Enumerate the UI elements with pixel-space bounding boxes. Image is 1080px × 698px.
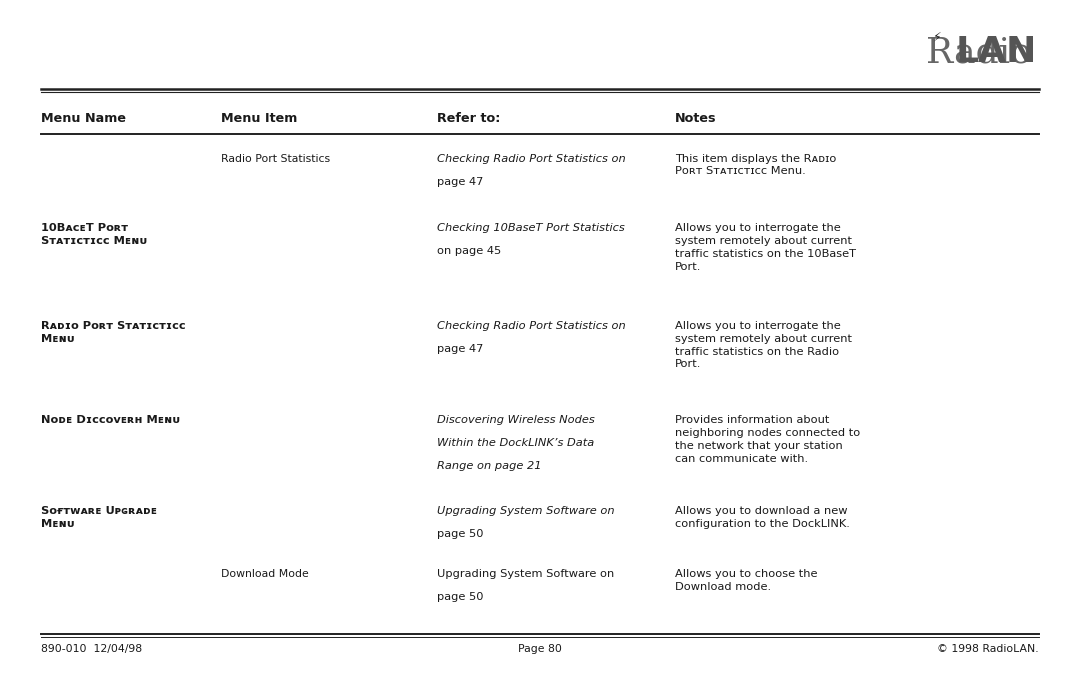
Text: Sᴏғᴛᴡᴀʀᴇ Uᴘɢʀᴀᴅᴇ
Mᴇɴᴜ: Sᴏғᴛᴡᴀʀᴇ Uᴘɢʀᴀᴅᴇ Mᴇɴᴜ	[41, 506, 158, 529]
Text: Allows you to choose the
Download mode.: Allows you to choose the Download mode.	[675, 569, 818, 592]
Text: Allows you to interrogate the
system remotely about current
traffic statistics o: Allows you to interrogate the system rem…	[675, 321, 852, 369]
Text: Refer to:: Refer to:	[437, 112, 501, 125]
Text: Page 80: Page 80	[518, 644, 562, 654]
Text: page 50: page 50	[437, 592, 484, 602]
Text: Menu Item: Menu Item	[221, 112, 298, 125]
Text: ⚡: ⚡	[933, 31, 942, 43]
Text: Download Mode: Download Mode	[221, 569, 309, 579]
Text: Notes: Notes	[675, 112, 716, 125]
Text: © 1998 RadioLAN.: © 1998 RadioLAN.	[937, 644, 1039, 654]
Text: Rᴀᴅɪᴏ Pᴏʀᴛ Sᴛᴀᴛɪᴄᴛɪᴄᴄ
Mᴇɴᴜ: Rᴀᴅɪᴏ Pᴏʀᴛ Sᴛᴀᴛɪᴄᴛɪᴄᴄ Mᴇɴᴜ	[41, 321, 186, 344]
Text: LAN: LAN	[956, 36, 1037, 69]
Text: Allows you to interrogate the
system remotely about current
traffic statistics o: Allows you to interrogate the system rem…	[675, 223, 856, 272]
Text: Nᴏᴅᴇ Dɪᴄᴄᴏᴠᴇʀʜ Mᴇɴᴜ: Nᴏᴅᴇ Dɪᴄᴄᴏᴠᴇʀʜ Mᴇɴᴜ	[41, 415, 179, 425]
Text: Radio: Radio	[926, 36, 1031, 69]
Text: Checking Radio Port Statistics on: Checking Radio Port Statistics on	[437, 321, 626, 331]
Text: This item displays the Rᴀᴅɪᴏ
Pᴏʀᴛ Sᴛᴀᴛɪᴄᴛɪᴄᴄ Menu.: This item displays the Rᴀᴅɪᴏ Pᴏʀᴛ Sᴛᴀᴛɪᴄ…	[675, 154, 836, 177]
Text: Within the DockLINK’s Data: Within the DockLINK’s Data	[437, 438, 595, 448]
Text: page 47: page 47	[437, 344, 484, 354]
Text: on page 45: on page 45	[437, 246, 501, 256]
Text: Checking Radio Port Statistics on: Checking Radio Port Statistics on	[437, 154, 626, 163]
Text: Menu Name: Menu Name	[41, 112, 126, 125]
Text: 10BᴀᴄᴇT Pᴏʀᴛ
Sᴛᴀᴛɪᴄᴛɪᴄᴄ Mᴇɴᴜ: 10BᴀᴄᴇT Pᴏʀᴛ Sᴛᴀᴛɪᴄᴛɪᴄᴄ Mᴇɴᴜ	[41, 223, 147, 246]
Text: Discovering Wireless Nodes: Discovering Wireless Nodes	[437, 415, 595, 425]
Text: Provides information about
neighboring nodes connected to
the network that your : Provides information about neighboring n…	[675, 415, 861, 463]
Text: Upgrading System Software on: Upgrading System Software on	[437, 506, 615, 516]
Text: Upgrading System Software on: Upgrading System Software on	[437, 569, 615, 579]
Text: Allows you to download a new
configuration to the DockLINK.: Allows you to download a new configurati…	[675, 506, 850, 529]
Text: page 50: page 50	[437, 529, 484, 539]
Text: 890-010  12/04/98: 890-010 12/04/98	[41, 644, 143, 654]
Text: page 47: page 47	[437, 177, 484, 186]
Text: Radio Port Statistics: Radio Port Statistics	[221, 154, 330, 163]
Text: Range on page 21: Range on page 21	[437, 461, 542, 471]
Text: Checking 10BaseT Port Statistics: Checking 10BaseT Port Statistics	[437, 223, 625, 233]
